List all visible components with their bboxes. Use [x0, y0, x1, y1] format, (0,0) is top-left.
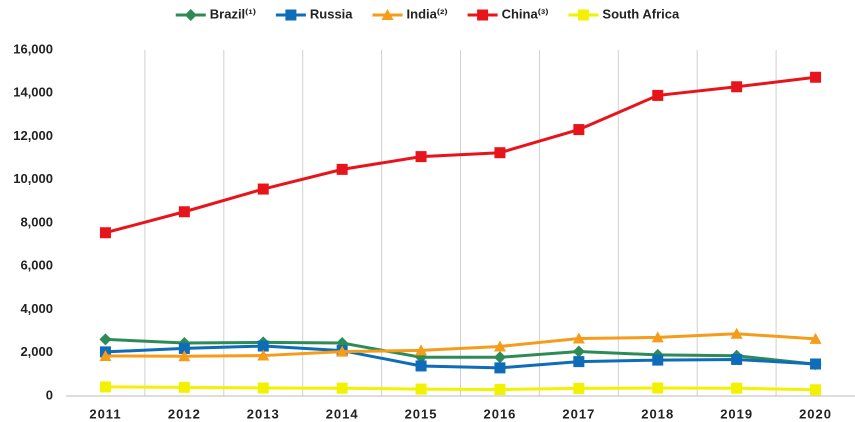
data-point [336, 345, 349, 357]
x-tick-label: 2016 [483, 406, 516, 421]
data-point [336, 163, 348, 175]
legend-marker [184, 9, 197, 21]
data-point [178, 206, 190, 218]
data-point [810, 358, 822, 370]
data-point [810, 71, 822, 83]
legend: Brazil⁽¹⁾ Russia India⁽²⁾ China⁽³⁾ South Afr… [175, 6, 680, 21]
x-tick-label: 2013 [247, 406, 280, 421]
data-point [493, 340, 506, 352]
legend-marker [381, 9, 394, 20]
data-point [573, 124, 585, 136]
data-point [257, 382, 269, 394]
data-point [178, 342, 190, 354]
x-tick-label: 2018 [641, 406, 674, 421]
data-point [494, 362, 506, 374]
data-point [573, 356, 585, 368]
data-point [415, 344, 428, 356]
data-point [257, 349, 270, 361]
data-point [99, 333, 112, 346]
series-line [105, 75, 816, 235]
data-point [730, 327, 743, 339]
data-point [731, 353, 743, 365]
data-point [415, 383, 427, 395]
data-point [494, 384, 506, 396]
data-point [336, 382, 348, 394]
data-point [731, 81, 743, 93]
data-point [731, 382, 743, 394]
y-tick-label: 8,000 [20, 214, 53, 229]
data-point [573, 382, 585, 394]
x-tick-label: 2017 [562, 406, 595, 421]
legend-label: South Africa [602, 6, 680, 21]
data-point [493, 351, 506, 364]
legend-label: Brazil⁽¹⁾ [210, 6, 256, 21]
legend-label: China⁽³⁾ [502, 6, 549, 21]
x-tick-label: 2015 [405, 406, 438, 421]
data-point [652, 89, 664, 101]
series-line [105, 344, 816, 370]
legend-label: India⁽²⁾ [407, 6, 448, 21]
y-tick-label: 16,000 [13, 41, 53, 56]
data-point [99, 227, 111, 239]
data-point [652, 382, 664, 394]
data-point [572, 332, 585, 344]
data-point [572, 345, 585, 358]
data-point [809, 332, 822, 344]
series-line [105, 385, 816, 392]
y-tick-label: 2,000 [20, 344, 53, 359]
x-tick-label: 2012 [168, 406, 201, 421]
y-tick-label: 10,000 [13, 171, 53, 186]
x-tick-label: 2011 [89, 406, 121, 421]
y-tick-label: 14,000 [13, 85, 53, 100]
data-point [494, 147, 506, 159]
legend-marker [285, 9, 297, 21]
data-point [99, 381, 111, 393]
legend-label: Russia [310, 6, 353, 21]
data-point [257, 340, 269, 352]
data-point [810, 384, 822, 396]
x-tick-label: 2019 [720, 406, 753, 421]
data-point [257, 183, 269, 195]
y-tick-label: 0 [46, 387, 53, 402]
legend-marker [577, 9, 589, 21]
data-point [652, 354, 664, 366]
data-point [99, 349, 112, 361]
series-line [105, 332, 816, 358]
y-tick-label: 6,000 [20, 258, 53, 273]
series-line [105, 337, 816, 366]
x-tick-label: 2020 [799, 406, 832, 421]
x-tick-label: 2014 [326, 406, 359, 421]
data-point [415, 360, 427, 372]
data-point [651, 331, 664, 343]
legend-marker [477, 9, 489, 21]
y-tick-label: 4,000 [20, 301, 53, 316]
data-point [415, 151, 427, 163]
y-tick-label: 12,000 [13, 128, 53, 143]
data-point [178, 350, 191, 362]
data-point [178, 381, 190, 393]
